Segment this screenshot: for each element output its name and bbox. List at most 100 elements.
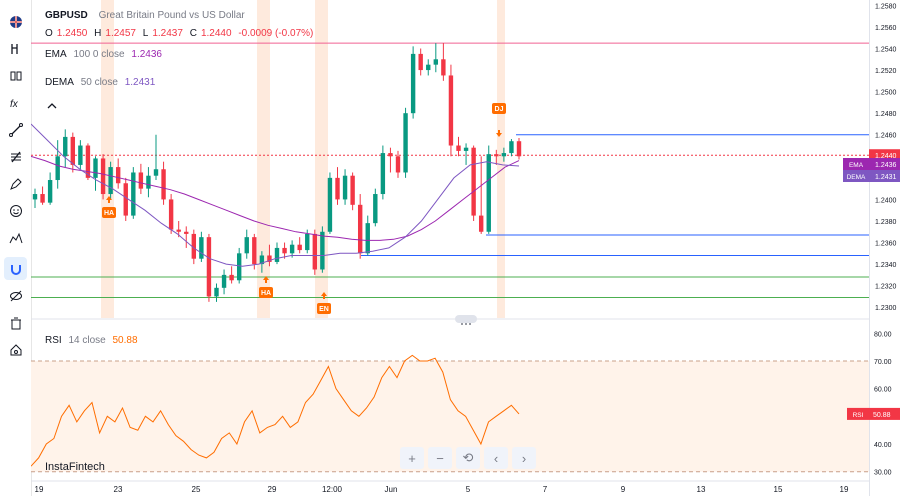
smiley-tool-button[interactable] (4, 199, 27, 222)
event-marker-dj[interactable]: DJ (492, 103, 506, 137)
crosshair-tool-button[interactable] (4, 37, 27, 60)
candle-body[interactable] (501, 153, 507, 157)
ruler-tool-button[interactable] (4, 226, 27, 249)
candle-body[interactable] (305, 233, 310, 251)
watermark: InstaFintech (45, 461, 105, 473)
candle-body[interactable] (403, 113, 408, 173)
candle-body[interactable] (357, 204, 363, 254)
candle-body[interactable] (32, 194, 38, 200)
candle-body[interactable] (486, 154, 491, 232)
candle-body[interactable] (433, 59, 439, 65)
candle-body[interactable] (320, 231, 325, 270)
candle-body[interactable] (146, 175, 151, 189)
zoom-in-button[interactable]: + (400, 447, 424, 469)
candle-body[interactable] (93, 158, 98, 178)
candle-body[interactable] (350, 175, 355, 205)
event-marker-en[interactable]: EN (317, 292, 331, 314)
rsi-legend[interactable]: RSI 14 close 50.88 (45, 335, 142, 346)
candle-body[interactable] (47, 180, 53, 203)
candle-body[interactable] (123, 183, 128, 216)
candle-body[interactable] (342, 175, 348, 200)
candle-body[interactable] (199, 237, 204, 259)
candle-body[interactable] (297, 244, 302, 251)
price-scale[interactable]: 1.2580 1.2560 1.2540 1.2520 1.2500 1.2480 1.24… (869, 0, 900, 496)
candle-body[interactable] (100, 158, 106, 195)
scroll-right-button[interactable]: › (512, 447, 536, 469)
candle-body[interactable] (252, 237, 257, 265)
dema-name: DEMA (45, 77, 74, 88)
collapse-legend-icon[interactable] (46, 98, 58, 109)
candle-body[interactable] (229, 274, 234, 281)
candle-body[interactable] (494, 154, 499, 157)
candle-body[interactable] (138, 172, 144, 189)
candle-body[interactable] (63, 136, 68, 157)
candle-body[interactable] (327, 177, 333, 232)
candle-body[interactable] (161, 169, 166, 200)
candle-body[interactable] (388, 153, 393, 157)
dema-legend[interactable]: DEMA 50 close 1.2431 (45, 77, 159, 88)
candle-body[interactable] (335, 177, 340, 200)
candle-body[interactable] (365, 223, 370, 254)
candle-body[interactable] (40, 194, 45, 203)
candle-body[interactable] (55, 156, 60, 181)
event-marker-ha[interactable]: HA (102, 196, 116, 218)
candle-body[interactable] (516, 141, 522, 157)
eye-off-tool-button[interactable] (4, 284, 27, 307)
candle-body[interactable] (380, 153, 386, 195)
candle-body[interactable] (236, 253, 242, 281)
marker-label: HA (261, 290, 271, 297)
candle-body[interactable] (418, 53, 423, 71)
candle-body[interactable] (373, 194, 378, 224)
candle-body[interactable] (426, 64, 431, 71)
pen-tool-button[interactable] (4, 172, 27, 195)
candle-body[interactable] (267, 255, 272, 262)
ema-legend[interactable]: EMA 100 0 close 1.2436 (45, 49, 166, 60)
brush-tool-button[interactable] (4, 145, 27, 168)
scroll-left-button[interactable]: ‹ (484, 447, 508, 469)
magnet-tool-button[interactable] (4, 257, 27, 280)
candle-body[interactable] (85, 145, 91, 178)
pane-resize-handle[interactable] (455, 315, 477, 325)
event-marker-ha[interactable]: HA (259, 276, 273, 298)
indicator-value-label: 1.2436 (875, 162, 897, 169)
candle-body[interactable] (191, 233, 197, 259)
symbol-ticker[interactable]: GBPUSD (45, 10, 88, 21)
candle-body[interactable] (206, 237, 212, 297)
trend-line-tool-button[interactable] (4, 118, 27, 141)
reset-chart-button[interactable]: ⟲ (456, 447, 480, 469)
candle-body[interactable] (456, 145, 461, 151)
candle-body[interactable] (282, 247, 287, 254)
candles-tool-button[interactable] (4, 64, 27, 87)
zoom-out-button[interactable]: − (428, 447, 452, 469)
candle-body[interactable] (176, 229, 181, 232)
trash-tool-button[interactable] (4, 311, 27, 334)
chart-area[interactable]: HA HA EN DJ 19 23 25 29 12:00 Jun 5 7 9 13 15 19 EMA DEMA… (30, 0, 869, 496)
candle-body[interactable] (108, 167, 113, 195)
candle-body[interactable] (289, 244, 295, 254)
candle-body[interactable] (312, 233, 318, 270)
candle-body[interactable] (184, 231, 189, 234)
candle-body[interactable] (131, 172, 136, 216)
candle-body[interactable] (115, 167, 121, 184)
flag-tool-button[interactable] (4, 10, 27, 33)
candle-body[interactable] (221, 274, 227, 288)
candle-body[interactable] (78, 145, 83, 165)
candle-body[interactable] (410, 53, 416, 114)
candle-body[interactable] (448, 75, 454, 146)
price-chart[interactable]: HA HA EN DJ 19 23 25 29 12:00 Jun 5 7 9 13 15 19 EMA DEMA… (30, 0, 869, 496)
candle-body[interactable] (395, 156, 401, 173)
home-tool-button[interactable] (4, 338, 27, 361)
candle-body[interactable] (441, 59, 446, 76)
fx-tool-button[interactable]: fx (4, 91, 27, 114)
candle-body[interactable] (463, 147, 469, 151)
candle-body[interactable] (168, 199, 174, 230)
candle-body[interactable] (244, 237, 249, 254)
candle-body[interactable] (478, 215, 484, 232)
candle-body[interactable] (70, 136, 76, 165)
candle-body[interactable] (153, 169, 159, 176)
candle-body[interactable] (259, 255, 265, 265)
candle-body[interactable] (214, 287, 219, 297)
candle-body[interactable] (274, 247, 280, 262)
candle-body[interactable] (509, 141, 514, 154)
candle-body[interactable] (471, 147, 476, 216)
